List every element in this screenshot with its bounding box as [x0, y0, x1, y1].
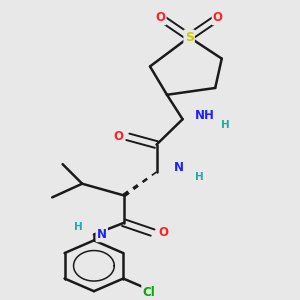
Text: O: O	[155, 11, 165, 24]
Text: H: H	[195, 172, 204, 182]
Text: Cl: Cl	[142, 286, 155, 299]
Text: H: H	[221, 120, 230, 130]
Text: NH: NH	[195, 109, 215, 122]
Text: N: N	[97, 228, 107, 241]
Text: O: O	[213, 11, 223, 24]
Text: H: H	[74, 222, 82, 232]
Text: O: O	[114, 130, 124, 143]
Text: N: N	[174, 160, 184, 174]
Text: O: O	[158, 226, 168, 239]
Text: S: S	[184, 31, 194, 44]
